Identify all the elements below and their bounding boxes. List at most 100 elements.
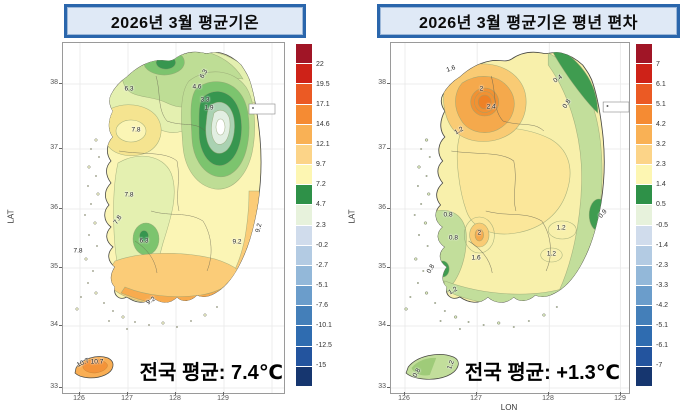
lon-tick-mark: [223, 392, 224, 395]
colorbar-tick-label: -4.2: [656, 302, 669, 310]
colorbar-tick-label: -15: [316, 362, 327, 370]
colorbar-segment: [296, 225, 312, 246]
korea-map-right: [391, 43, 629, 393]
colorbar-tick-label: -10.1: [316, 322, 332, 330]
colorbar-segment: [296, 205, 312, 226]
lon-tick-label: 128: [542, 395, 554, 402]
right-national-average: 전국 평균: +1.3℃: [464, 362, 620, 384]
colorbar-tick-label: 1.4: [656, 181, 666, 189]
contour-value-label: 9.2: [232, 238, 242, 246]
colorbar-tick-label: 2.3: [316, 221, 326, 229]
right-colorbar: [636, 44, 652, 386]
coastal-islands: [75, 138, 218, 330]
lon-tick-mark: [620, 392, 621, 395]
colorbar-segment: [296, 64, 312, 85]
lat-tick-mark: [387, 83, 390, 84]
colorbar-segment: [636, 165, 652, 186]
left-map-title: 2026년 3월 평균기온: [64, 4, 306, 38]
lat-tick-label: 38: [378, 79, 386, 86]
contour-value-label: 6.3: [124, 85, 134, 93]
contour-value-label: 1.2: [556, 224, 566, 232]
colorbar-segment: [636, 306, 652, 327]
right-map-plot: 1.6 2 2.4 0.4 0.8 1.2 0.8 0.8 2 1.6 1.2 1.2 0.9 0.8 1.…: [390, 42, 630, 394]
colorbar-tick-label: 19.5: [316, 80, 330, 88]
colorbar-tick-label: -5.1: [316, 281, 329, 289]
lat-tick-label: 34: [378, 321, 386, 328]
colorbar-tick-label: -0.5: [656, 221, 669, 229]
colorbar-segment: [636, 84, 652, 105]
colorbar-tick-label: -6.1: [656, 342, 669, 350]
lon-tick-label: 127: [470, 395, 482, 402]
colorbar-segment: [636, 245, 652, 266]
colorbar-segment: [296, 104, 312, 125]
lat-tick-label: 33: [378, 383, 386, 390]
admin-boundaries: [451, 75, 551, 274]
contour-value-label: 1.2: [546, 250, 556, 258]
contour-value-label: 2.4: [486, 103, 496, 111]
contour-value-label: 1.6: [471, 254, 481, 262]
contour-value-label: 7.8: [131, 126, 141, 134]
colorbar-tick-label: 22: [316, 60, 324, 68]
colorbar-tick-label: -7.6: [316, 302, 329, 310]
lat-tick-label: 38: [50, 79, 58, 86]
colorbar-segment: [296, 84, 312, 105]
temperature-contours: [104, 52, 262, 303]
coastal-islands: [404, 138, 558, 330]
lat-tick-mark: [387, 208, 390, 209]
colorbar-tick-label: -0.2: [316, 241, 329, 249]
contour-value-label: 2: [477, 229, 482, 237]
lon-tick-label: 127: [121, 395, 133, 402]
korea-map-left: [63, 43, 284, 393]
contour-value-label: 3.3: [200, 96, 210, 104]
lat-tick-mark: [387, 267, 390, 268]
lon-tick-mark: [476, 392, 477, 395]
lat-tick-label: 37: [378, 144, 386, 151]
contour-value-label: 7.8: [124, 191, 134, 199]
lat-tick-label: 35: [378, 263, 386, 270]
colorbar-segment: [296, 265, 312, 287]
colorbar-segment: [296, 366, 312, 386]
colorbar-tick-label: 0.5: [656, 201, 666, 209]
colorbar-segment: [296, 185, 312, 206]
colorbar-segment: [296, 124, 312, 145]
left-map-plot: 6.3 6.3 4.6 3.3 1.9 7.8 7.8 7.8 6.3 7.8 9.2 9.2 9.2 1…: [62, 42, 285, 394]
colorbar-segment: [636, 366, 652, 386]
colorbar-tick-label: -2.7: [316, 261, 329, 269]
colorbar-tick-label: 2.3: [656, 161, 666, 169]
lat-axis-label: LAT: [6, 209, 16, 224]
colorbar-segment: [636, 144, 652, 166]
colorbar-segment: [636, 124, 652, 145]
colorbar-segment: [296, 326, 312, 347]
lon-tick-mark: [548, 392, 549, 395]
colorbar-segment: [636, 205, 652, 226]
colorbar-segment: [636, 286, 652, 307]
colorbar-tick-label: -2.3: [656, 261, 669, 269]
lon-tick-label: 128: [169, 395, 181, 402]
colorbar-tick-label: 14.6: [316, 120, 330, 128]
colorbar-segment: [636, 44, 652, 65]
lon-tick-mark: [127, 392, 128, 395]
left-colorbar: [296, 44, 312, 386]
colorbar-segment: [296, 346, 312, 367]
lon-tick-mark: [175, 392, 176, 395]
lat-tick-label: 34: [50, 321, 58, 328]
contour-value-label: 7.8: [73, 247, 83, 255]
contour-value-label: 6.3: [139, 237, 149, 245]
lon-tick-label: 129: [217, 395, 229, 402]
colorbar-segment: [296, 165, 312, 186]
lat-tick-mark: [387, 325, 390, 326]
lat-tick-mark: [59, 325, 62, 326]
lat-axis-label: LAT: [347, 209, 357, 224]
lat-tick-mark: [59, 83, 62, 84]
map-inset-box: [248, 103, 276, 115]
contour-value-label: 4.6: [192, 83, 202, 91]
lat-tick-mark: [59, 387, 62, 388]
colorbar-tick-label: 12.1: [316, 141, 330, 149]
lon-tick-label: 129: [614, 395, 626, 402]
colorbar-tick-label: 7: [656, 60, 660, 68]
lon-tick-mark: [404, 392, 405, 395]
contour-value-label: 0.8: [443, 211, 453, 219]
colorbar-tick-label: 5.1: [656, 100, 666, 108]
contour-value-label: 10.7: [90, 358, 104, 366]
colorbar-segment: [636, 326, 652, 347]
